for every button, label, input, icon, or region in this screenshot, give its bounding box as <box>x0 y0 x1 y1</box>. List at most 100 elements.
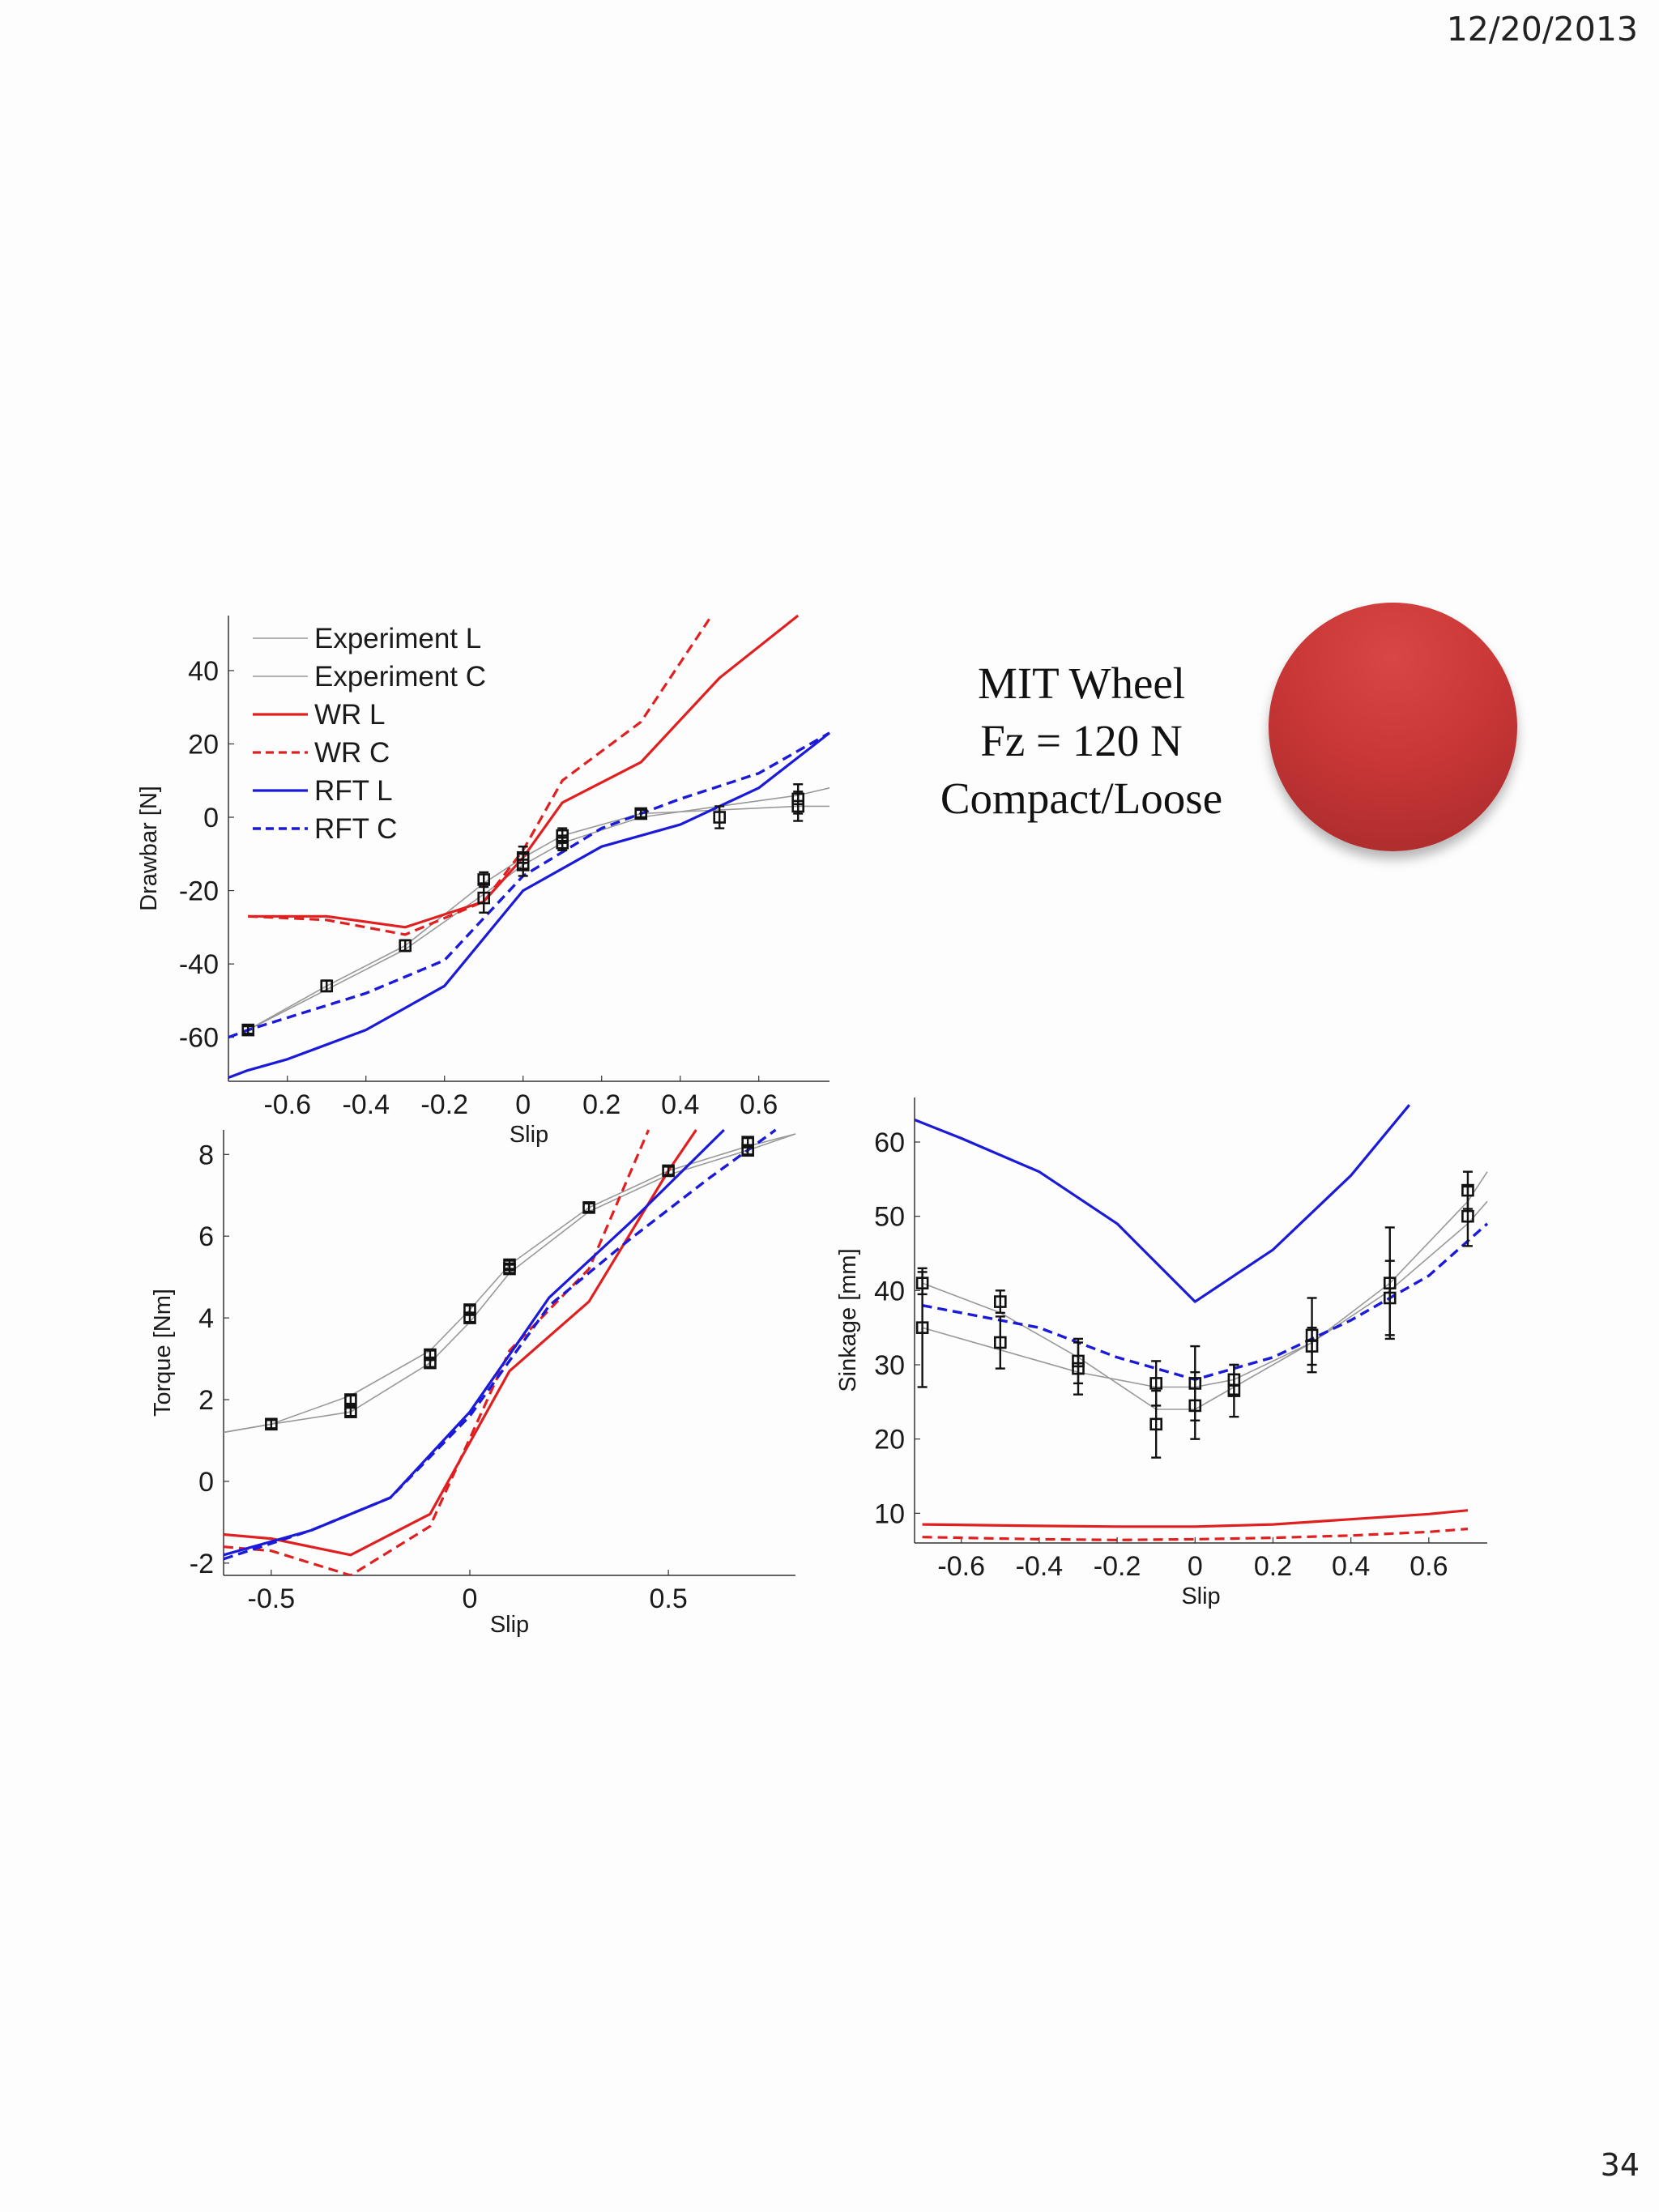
drawbar-x-tick-label: 0 <box>515 1089 531 1120</box>
drawbar-series-experiment-c <box>247 787 830 1031</box>
drawbar-data-marker <box>516 853 530 877</box>
sinkage-series-wr-c <box>922 1528 1469 1541</box>
sinkage-x-tick-label: 0.6 <box>1410 1551 1448 1582</box>
sinkage-x-tick-label: 0.2 <box>1254 1551 1292 1582</box>
red-wheel-circle <box>1269 603 1517 851</box>
sinkage-x-tick-label: -0.6 <box>937 1551 985 1582</box>
drawbar-data-marker <box>556 834 569 851</box>
drawbar-y-tick-label: 40 <box>188 656 219 687</box>
sinkage-series-rft-l <box>915 1104 1411 1303</box>
sinkage-data-marker <box>1188 1370 1202 1440</box>
drawbar-data-marker <box>241 1023 255 1037</box>
torque-data-marker <box>344 1393 357 1406</box>
drawbar-legend: Experiment L Experiment C WR L WR C RFT L RFT… <box>253 623 486 845</box>
sinkage-data-marker <box>1305 1326 1319 1366</box>
torque-y-tick-label: 6 <box>198 1221 214 1252</box>
sinkage-y-tick-label: 30 <box>874 1350 905 1381</box>
torque-series-wr-c <box>224 1129 650 1575</box>
load-value: Fz = 120 N <box>980 716 1183 765</box>
torque-y-tick-label: 8 <box>198 1140 214 1170</box>
torque-data-marker <box>344 1405 357 1418</box>
drawbar-y-tick-label: -60 <box>179 1023 219 1054</box>
torque-series-rft-l <box>224 1128 725 1557</box>
drawbar-x-tick-label: 0.2 <box>582 1089 621 1120</box>
torque-chart: -0.5 0 0.5 -2 0 2 4 6 8 Slip Torque [Nm] <box>150 1128 796 1638</box>
drawbar-x-tick-label: -0.6 <box>263 1089 311 1120</box>
sinkage-series-wr-l <box>922 1509 1469 1528</box>
torque-y-tick-label: 0 <box>198 1467 214 1498</box>
sinkage-x-tick-label: -0.4 <box>1016 1551 1064 1582</box>
sinkage-data-marker <box>994 1315 1007 1370</box>
slide-date: 12/20/2013 <box>1446 10 1638 49</box>
sinkage-data-marker <box>915 1267 929 1388</box>
torque-x-tick-label: 0.5 <box>649 1583 687 1614</box>
sinkage-y-tick-label: 20 <box>874 1425 905 1455</box>
drawbar-data-marker <box>713 805 727 829</box>
drawbar-series-experiment-l <box>247 805 830 1031</box>
torque-x-tick-label: 0 <box>463 1583 478 1614</box>
torque-series-experiment-l <box>224 1133 796 1434</box>
drawbar-x-tick-label: 0.4 <box>661 1089 699 1120</box>
torque-x-tick-label: -0.5 <box>248 1583 296 1614</box>
drawbar-data-marker <box>791 783 805 815</box>
torque-data-marker <box>662 1164 675 1178</box>
torque-data-marker <box>582 1201 595 1214</box>
sinkage-y-tick-label: 40 <box>874 1276 905 1306</box>
sinkage-x-axis-label: Slip <box>1181 1583 1220 1609</box>
sinkage-data-marker <box>1227 1363 1241 1418</box>
slide-number: 34 <box>1600 2147 1640 2183</box>
drawbar-y-tick-label: 0 <box>203 803 219 833</box>
drawbar-x-tick-label: -0.4 <box>342 1089 390 1120</box>
drawbar-data-marker <box>634 807 648 820</box>
wheel-name: MIT Wheel <box>977 658 1186 708</box>
drawbar-y-tick-label: -40 <box>179 949 219 980</box>
torque-y-axis-label: Torque [Nm] <box>150 1289 176 1417</box>
sinkage-series-experiment-c <box>922 1200 1488 1388</box>
drawbar-series-wr-c <box>248 615 713 936</box>
torque-data-marker <box>463 1303 476 1316</box>
drawbar-data-marker <box>320 979 334 993</box>
drawbar-data-marker <box>477 882 491 914</box>
sinkage-data-marker <box>1072 1341 1085 1396</box>
sinkage-y-tick-label: 50 <box>874 1202 905 1233</box>
drawbar-y-axis-label: Drawbar [N] <box>136 786 162 911</box>
sinkage-x-tick-label: -0.2 <box>1094 1551 1141 1582</box>
sinkage-series-rft-c <box>922 1222 1489 1382</box>
legend-label-experiment-l: Experiment L <box>314 623 481 654</box>
sinkage-data-marker <box>1461 1185 1474 1247</box>
torque-data-marker <box>265 1417 278 1431</box>
drawbar-data-marker <box>399 939 412 953</box>
sinkage-data-marker <box>1383 1259 1397 1336</box>
torque-data-marker <box>503 1258 516 1272</box>
sinkage-data-marker <box>994 1289 1007 1315</box>
sinkage-y-tick-label: 60 <box>874 1127 905 1158</box>
torque-y-tick-label: 2 <box>198 1385 214 1416</box>
torque-series-experiment-c <box>224 1133 796 1434</box>
sinkage-data-marker <box>1149 1389 1162 1459</box>
torque-series-rft-c <box>224 1128 777 1561</box>
torque-data-marker <box>741 1136 754 1149</box>
legend-label-wr-c: WR C <box>314 737 390 769</box>
legend-label-wr-l: WR L <box>314 699 386 731</box>
legend-label-experiment-c: Experiment C <box>314 661 486 693</box>
torque-y-tick-label: 4 <box>198 1303 214 1334</box>
drawbar-y-tick-label: 20 <box>188 729 219 760</box>
sinkage-y-tick-label: 10 <box>874 1498 905 1529</box>
legend-label-rft-c: RFT C <box>314 813 397 845</box>
drawbar-x-axis-label: Slip <box>510 1122 548 1148</box>
sinkage-y-axis-label: Sinkage [mm] <box>835 1248 861 1392</box>
torque-x-axis-label: Slip <box>490 1612 529 1638</box>
drawbar-x-tick-label: 0.6 <box>740 1089 778 1120</box>
torque-data-marker <box>424 1348 437 1362</box>
soil-condition: Compact/Loose <box>940 774 1223 823</box>
sinkage-chart: -0.6 -0.4 -0.2 0 0.2 0.4 0.6 10 20 30 40 50 60 Slip Si… <box>835 1097 1489 1609</box>
drawbar-y-tick-label: -20 <box>179 876 219 907</box>
drawbar-x-tick-label: -0.2 <box>420 1089 468 1120</box>
sinkage-x-tick-label: 0 <box>1188 1551 1203 1582</box>
drawbar-chart: -0.6 -0.4 -0.2 0 0.2 0.4 0.6 -60 -40 -20 0 20 40 Slip… <box>136 614 830 1148</box>
wheel-info: MIT Wheel Fz = 120 N Compact/Loose <box>891 654 1272 827</box>
sinkage-series-experiment-l <box>922 1171 1488 1410</box>
torque-series-wr-l <box>224 1129 697 1557</box>
torque-y-tick-label: -2 <box>190 1549 214 1579</box>
